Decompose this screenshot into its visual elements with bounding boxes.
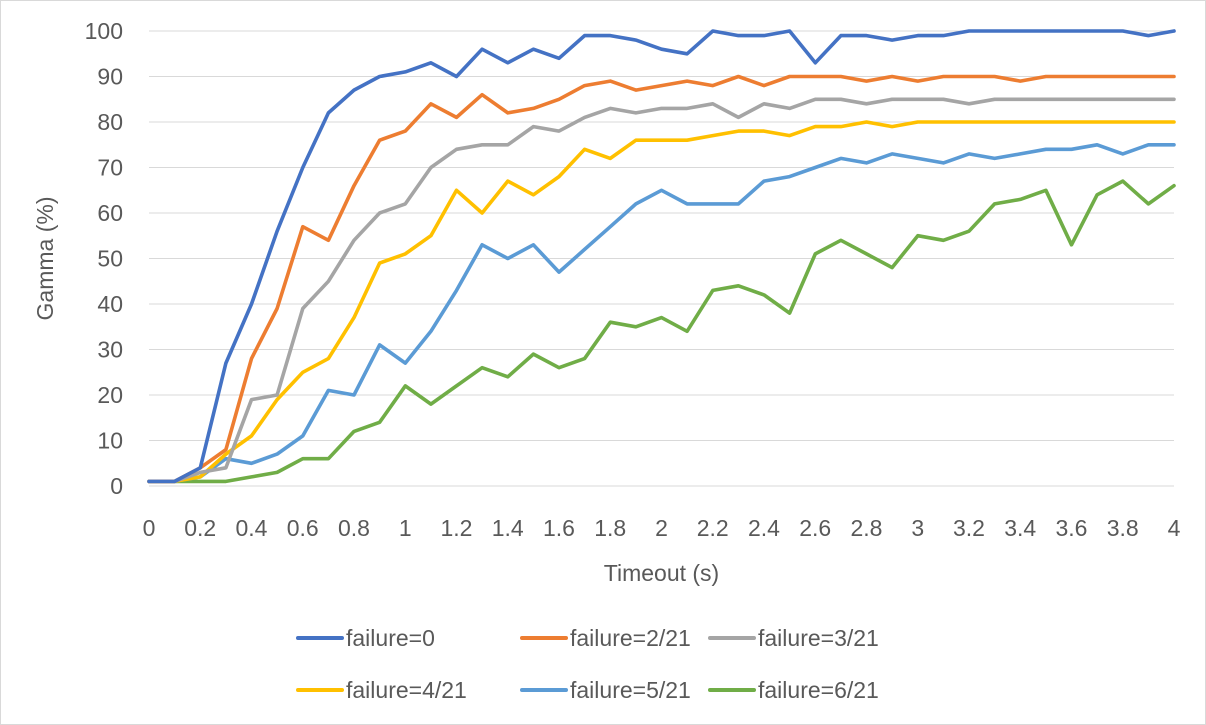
x-tick-label: 0.8	[338, 515, 370, 541]
x-tick-label: 1.4	[492, 515, 524, 541]
x-tick-label: 3.8	[1107, 515, 1139, 541]
series-line-failure-6-21	[147, 179, 1176, 484]
legend-label: failure=2/21	[570, 625, 691, 651]
x-tick-label: 3.2	[953, 515, 985, 541]
legend-label: failure=0	[346, 625, 435, 651]
legend-label: failure=6/21	[758, 677, 879, 703]
y-tick-label: 0	[110, 473, 123, 499]
y-tick-label: 20	[97, 382, 123, 408]
y-tick-label: 90	[97, 64, 123, 90]
series-line-failure-3-21	[147, 97, 1176, 484]
series-line-failure-4-21	[147, 120, 1176, 484]
legend-item: failure=6/21	[708, 677, 879, 703]
series-line-failure-5-21	[147, 143, 1176, 484]
x-tick-label: 1	[399, 515, 412, 541]
x-tick-label: 2	[655, 515, 668, 541]
x-tick-label: 3	[911, 515, 924, 541]
y-tick-label: 40	[97, 291, 123, 317]
x-tick-label: 3.4	[1004, 515, 1036, 541]
x-tick-label: 0.4	[236, 515, 268, 541]
x-tick-label: 1.8	[594, 515, 626, 541]
y-axis-tick-labels: 0 10 20 30 40 50 60 70 80 90 100	[85, 18, 123, 499]
gridlines	[149, 30, 1174, 441]
x-tick-label: 0.2	[184, 515, 216, 541]
y-tick-label: 50	[97, 246, 123, 272]
legend-item: failure=4/21	[296, 677, 467, 703]
legend-label: failure=5/21	[570, 677, 691, 703]
series-lines	[147, 29, 1176, 484]
y-tick-label: 10	[97, 428, 123, 454]
x-axis-tick-labels: 0 0.2 0.4 0.6 0.8 1 1.2 1.4 1.6 1.8 2 2.2 2.4 2.6 2.8 3…	[143, 515, 1181, 541]
legend-label: failure=3/21	[758, 625, 879, 651]
series-line-failure-0	[147, 29, 1176, 484]
x-axis-title: Timeout (s)	[604, 560, 719, 586]
x-tick-label: 2.4	[748, 515, 780, 541]
x-tick-label: 2.8	[851, 515, 883, 541]
legend-item: failure=0	[296, 625, 435, 651]
legend-item: failure=5/21	[520, 677, 691, 703]
x-tick-label: 3.6	[1056, 515, 1088, 541]
series-line-failure-2-21	[147, 74, 1176, 484]
x-tick-label: 2.2	[697, 515, 729, 541]
legend-item: failure=2/21	[520, 625, 691, 651]
x-tick-label: 0.6	[287, 515, 319, 541]
x-tick-label: 1.6	[543, 515, 575, 541]
y-tick-label: 80	[97, 109, 123, 135]
x-tick-label: 1.2	[441, 515, 473, 541]
x-tick-label: 4	[1168, 515, 1181, 541]
y-tick-label: 30	[97, 337, 123, 363]
legend-item: failure=3/21	[708, 625, 879, 651]
legend-label: failure=4/21	[346, 677, 467, 703]
x-tick-label: 0	[143, 515, 156, 541]
legend: failure=0 failure=2/21 failure=3/21 failure…	[296, 625, 879, 703]
y-tick-label: 70	[97, 155, 123, 181]
y-tick-label: 100	[85, 18, 123, 44]
y-axis-title: Gamma (%)	[32, 197, 58, 321]
x-tick-label: 2.6	[799, 515, 831, 541]
y-tick-label: 60	[97, 200, 123, 226]
